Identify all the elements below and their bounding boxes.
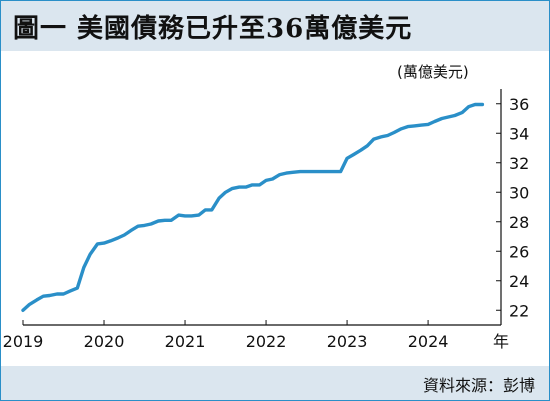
x-tick-label: 2022 — [246, 332, 287, 351]
x-tick-label: 2023 — [327, 332, 368, 351]
y-tick-label: 22 — [509, 301, 529, 320]
x-tick-label: 2024 — [408, 332, 449, 351]
y-tick-label: 30 — [509, 183, 529, 202]
us-debt-line — [21, 102, 485, 312]
series — [21, 102, 485, 312]
chart-title: 圖一 美國債務已升至36萬億美元 — [13, 14, 413, 44]
y-axis-unit-label: (萬億美元) — [397, 63, 469, 81]
x-tick-label: 2019 — [3, 332, 44, 351]
title-bar: 圖一 美國債務已升至36萬億美元 — [1, 1, 549, 51]
y-tick-label: 36 — [509, 95, 529, 114]
tick-labels: 22 24 26 28 30 32 34 36 2019 2020 2021 2022 2023 2024… — [3, 95, 530, 351]
x-tick-label: 2021 — [165, 332, 206, 351]
y-tick-label: 32 — [509, 154, 529, 173]
x-axis-unit-label: 年 — [493, 332, 509, 351]
tick-marks — [22, 103, 501, 325]
y-tick-label: 34 — [509, 124, 529, 143]
axes — [23, 89, 502, 326]
source-note: 資料來源：彭博 — [422, 376, 535, 395]
footer-bar: 資料來源：彭博 — [1, 366, 549, 400]
x-tick-label: 2020 — [84, 332, 125, 351]
y-tick-label: 26 — [509, 242, 529, 261]
y-tick-label: 24 — [509, 272, 529, 291]
line-chart: 22 24 26 28 30 32 34 36 2019 2020 2021 2022 2023 2024… — [3, 89, 530, 351]
y-tick-label: 28 — [509, 213, 529, 232]
